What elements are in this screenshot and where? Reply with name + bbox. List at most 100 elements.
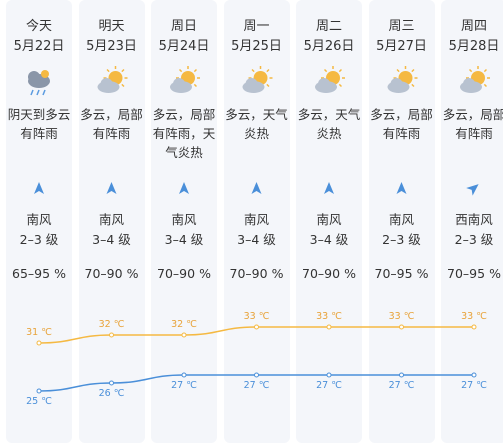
temperature-label: 27 ℃ (389, 380, 415, 391)
day-name: 明天 (98, 19, 125, 34)
temperature-point (36, 340, 42, 346)
sun-ray (266, 83, 270, 88)
temperature-point (254, 324, 259, 330)
sun-ray (338, 68, 343, 73)
temperature-label: 33 ℃ (461, 311, 487, 322)
sun-ray (193, 68, 198, 73)
temperature-point (399, 324, 404, 330)
cloud (245, 78, 258, 90)
temperature-label: 33 ℃ (316, 311, 342, 322)
day-name: 周二 (315, 19, 342, 34)
weather-icon (387, 66, 418, 93)
day-name: 周一 (243, 19, 270, 34)
humidity: 65–95 % (12, 266, 66, 281)
weather-icon (315, 66, 345, 93)
wind-level: 3–4 级 (92, 232, 131, 247)
wind-level: 2–3 级 (454, 232, 494, 247)
temperature-label: 32 ℃ (99, 319, 125, 330)
wind-direction: 南风 (316, 212, 342, 227)
sun-ray (411, 68, 415, 73)
wind-level: 2–3 级 (19, 232, 59, 247)
sun-ray (251, 68, 255, 73)
cloud (28, 71, 40, 83)
wind-direction: 南风 (243, 212, 269, 227)
temperature-label: 25 ℃ (26, 396, 52, 407)
wind-level: 2–3 级 (382, 232, 421, 247)
wind-direction: 南风 (171, 212, 197, 227)
weather-icon (28, 70, 50, 96)
weather-icon (170, 66, 200, 93)
rain (36, 89, 40, 96)
temperature-point (326, 324, 332, 330)
temperature-label: 27 ℃ (461, 380, 487, 391)
cloud (173, 78, 185, 90)
humidity: 70–90 % (157, 266, 211, 281)
sun-ray (193, 83, 198, 88)
day-date: 5月28日 (448, 39, 500, 54)
cloud (390, 78, 403, 90)
wind-arrow (251, 182, 262, 194)
cloud (100, 78, 113, 90)
temperature-point (109, 380, 114, 386)
temperature-point (109, 332, 114, 338)
weather-icon (242, 66, 273, 93)
day-date: 5月25日 (231, 39, 282, 54)
wind-arrow (106, 182, 117, 194)
rain (42, 89, 46, 96)
temperature-point (254, 372, 259, 378)
sun-ray (468, 68, 473, 73)
temperature-point (181, 332, 187, 338)
wind-arrow (396, 182, 407, 194)
wind-level: 3–4 级 (164, 232, 204, 247)
temperature-label: 27 ℃ (244, 380, 270, 391)
sun-ray (483, 68, 488, 73)
day-date: 5月22日 (13, 39, 65, 54)
sun-ray (483, 83, 488, 88)
temperature-label: 27 ℃ (316, 380, 342, 391)
humidity: 70–90 % (302, 266, 356, 281)
cloud (318, 78, 330, 90)
weather-desc: 多云，局部有阵雨，天气炎热 (152, 107, 216, 160)
day-date: 5月27日 (376, 39, 427, 54)
temperature-point (36, 388, 42, 394)
sun-ray (106, 68, 110, 73)
humidity: 70–90 % (84, 266, 139, 281)
weather-icon (460, 66, 490, 93)
day-date: 5月26日 (303, 39, 355, 54)
humidity: 70–90 % (229, 266, 284, 281)
wind-direction: 西南风 (455, 212, 493, 227)
wind-level: 3–4 级 (237, 232, 276, 247)
weather-desc: 多云，天气炎热 (297, 107, 361, 141)
weather-desc: 多云，天气炎热 (225, 107, 288, 141)
wind-level: 3–4 级 (309, 232, 349, 247)
weather-desc: 多云，局部有阵雨 (80, 107, 143, 141)
temperature-label: 27 ℃ (171, 380, 197, 391)
sun-ray (338, 83, 343, 88)
temperature-label: 32 ℃ (171, 319, 197, 330)
temperature-point (181, 372, 187, 378)
cloud (463, 78, 475, 90)
rain (30, 89, 34, 96)
wind-arrow (324, 182, 334, 194)
temperature-label: 33 ℃ (244, 311, 270, 322)
sun-ray (323, 68, 328, 73)
day-date: 5月24日 (158, 39, 210, 54)
weather-desc: 多云，局部有阵雨 (442, 107, 503, 141)
day-column (441, 0, 503, 443)
humidity: 70–95 % (374, 266, 429, 281)
sun-ray (121, 83, 125, 88)
temperature-label: 33 ℃ (389, 311, 415, 322)
sun-ray (411, 83, 415, 88)
sun-ray (396, 68, 400, 73)
temperature-label: 26 ℃ (99, 388, 125, 399)
temperature-point (326, 372, 332, 378)
humidity: 70–95 % (447, 266, 501, 281)
sun-ray (266, 68, 270, 73)
temperature-point (471, 324, 477, 330)
day-date: 5月23日 (86, 39, 137, 54)
wind-arrow (34, 182, 44, 194)
wind-arrow (466, 184, 479, 196)
wind-direction: 南风 (26, 212, 52, 227)
